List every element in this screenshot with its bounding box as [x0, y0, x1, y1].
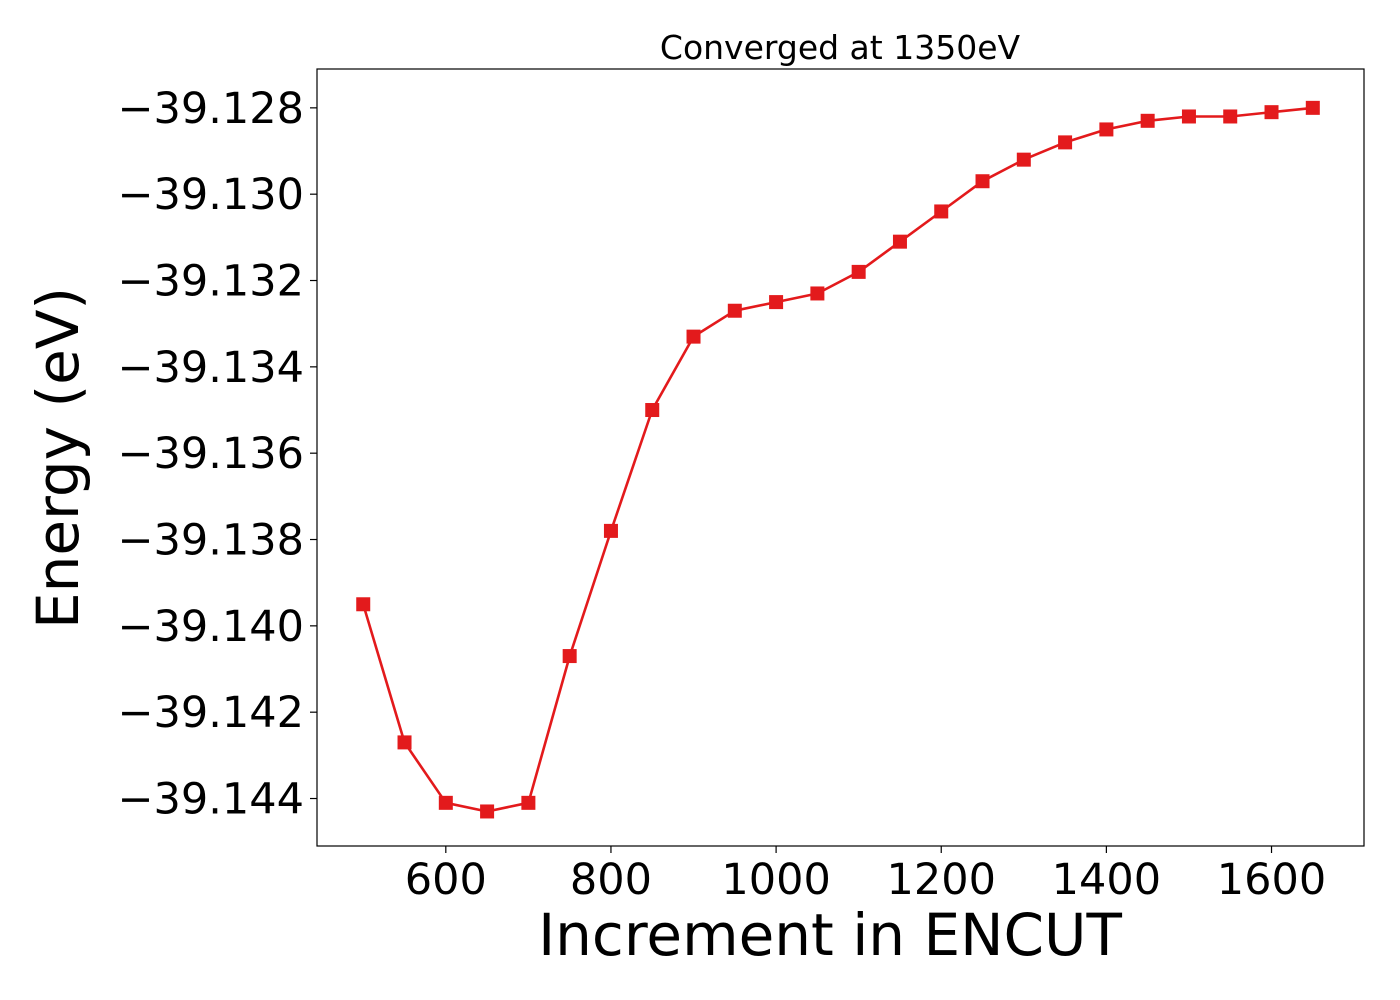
data-point [1181, 109, 1196, 124]
y-axis: −39.144 −39.142 −39.140 −39.138 −39.136 −39.1… [118, 84, 317, 825]
data-point [975, 174, 990, 189]
data-point [356, 597, 371, 612]
y-tick-label: −39.136 [118, 429, 305, 479]
x-axis: 600 800 1000 1200 1400 1600 [405, 846, 1326, 905]
x-tick-label: 1400 [1052, 855, 1161, 905]
data-point [934, 204, 949, 219]
data-point [562, 649, 577, 664]
series-layer [356, 100, 1320, 819]
data-point [1140, 113, 1155, 128]
x-tick-label: 600 [405, 855, 487, 905]
x-axis-label: Increment in ENCUT [538, 901, 1122, 969]
data-point [1099, 122, 1114, 137]
y-tick-label: −39.128 [118, 84, 305, 134]
y-tick-label: −39.144 [118, 775, 305, 825]
y-tick-label: −39.134 [118, 343, 305, 393]
x-tick-label: 1000 [721, 855, 830, 905]
data-point [892, 234, 907, 249]
y-tick-label: −39.140 [118, 602, 305, 652]
y-tick-label: −39.138 [118, 516, 305, 566]
chart-title: Converged at 1350eV [660, 28, 1021, 67]
data-point [727, 303, 742, 318]
data-point [1016, 152, 1031, 167]
data-point [603, 523, 618, 538]
data-point [810, 286, 825, 301]
y-tick-label: −39.130 [118, 170, 305, 220]
series-line [361, 106, 1313, 813]
data-point [1264, 105, 1279, 120]
x-tick-label: 800 [570, 855, 652, 905]
data-point [521, 795, 536, 810]
data-point [1305, 100, 1320, 115]
y-tick-label: −39.132 [118, 257, 305, 307]
data-point [397, 735, 412, 750]
data-point [769, 295, 784, 310]
data-point [1223, 109, 1238, 124]
data-point [851, 264, 866, 279]
x-tick-label: 1200 [887, 855, 996, 905]
data-point [686, 329, 701, 344]
y-axis-label: Energy (eV) [24, 287, 92, 629]
y-tick-label: −39.142 [118, 688, 305, 738]
x-tick-label: 1600 [1217, 855, 1326, 905]
data-point [480, 804, 495, 819]
data-point [438, 795, 453, 810]
data-point [1058, 135, 1073, 150]
data-point [645, 403, 660, 418]
plot-frame [316, 68, 1365, 847]
